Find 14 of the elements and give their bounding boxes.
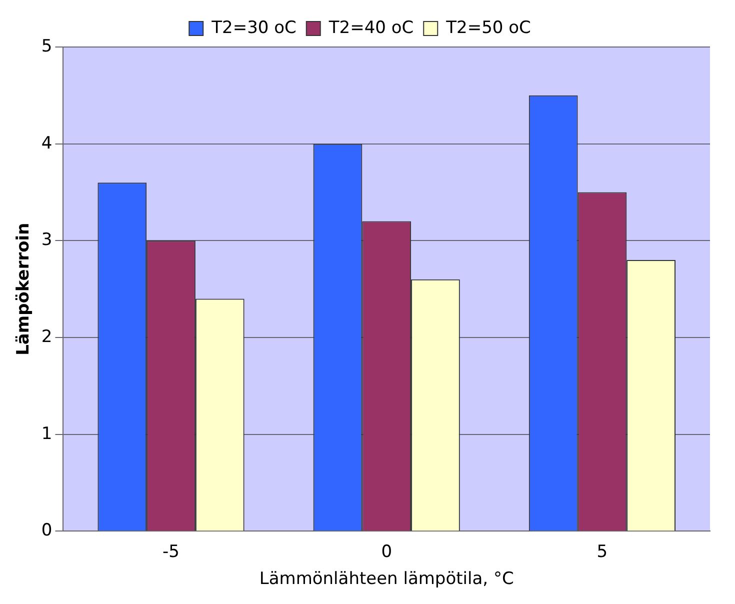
y-tick-label: 4 bbox=[41, 133, 52, 154]
legend-label: T2=50 oC bbox=[445, 18, 531, 38]
y-tick-label: 3 bbox=[41, 230, 52, 250]
x-tick-label: -5 bbox=[162, 542, 180, 562]
x-axis-title: Lämmönlähteen lämpötila, °C bbox=[259, 569, 514, 590]
y-tick-label: 5 bbox=[41, 36, 52, 56]
x-tick-label: 5 bbox=[596, 542, 608, 562]
y-axis-title: Lämpökerroin bbox=[14, 222, 34, 356]
legend-label: T2=30 oC bbox=[210, 18, 296, 38]
x-tick-label: 0 bbox=[381, 542, 392, 562]
y-tick-label: 0 bbox=[41, 520, 52, 541]
y-tick-label: 1 bbox=[41, 424, 52, 444]
legend-label: T2=40 oC bbox=[328, 18, 414, 38]
y-tick-label: 2 bbox=[41, 326, 52, 347]
